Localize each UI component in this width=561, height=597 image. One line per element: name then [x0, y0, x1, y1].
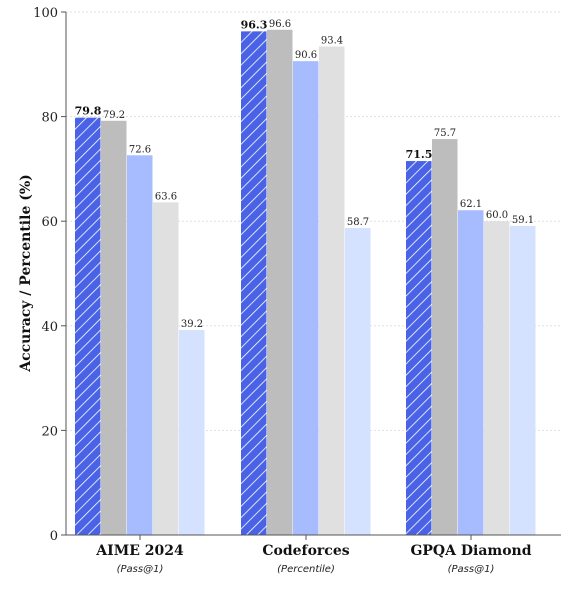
- bar: [127, 155, 153, 535]
- x-category-subtitle: (Percentile): [277, 564, 335, 575]
- bar: [267, 29, 293, 535]
- bar: [458, 210, 484, 536]
- bar-value-label: 79.8: [75, 105, 102, 118]
- y-axis-title: Accuracy / Percentile (%): [18, 174, 34, 373]
- bar-value-label: 71.5: [406, 148, 433, 161]
- bar-value-label: 60.0: [486, 210, 508, 221]
- bar-value-label: 39.2: [181, 319, 203, 330]
- bar: [153, 202, 179, 535]
- bar: [432, 139, 458, 536]
- bar: [319, 46, 345, 535]
- bar: [241, 31, 267, 535]
- axes: 0 20 40 60 80 100 AIME 2024 (Pass@1) Codeforces (…: [33, 6, 561, 575]
- bar-value-label: 62.1: [460, 199, 482, 210]
- x-category-label: Codeforces: [262, 543, 349, 559]
- bar: [101, 120, 127, 535]
- bar: [293, 61, 319, 536]
- bar-value-label: 96.6: [269, 19, 291, 30]
- y-tick-label: 80: [41, 111, 58, 126]
- bar-value-label: 59.1: [512, 215, 534, 226]
- bar-value-label: 79.2: [103, 110, 125, 121]
- y-tick-label: 60: [41, 215, 58, 230]
- bar: [179, 329, 205, 535]
- y-tick-label: 20: [41, 424, 58, 439]
- y-tick-label: 0: [50, 529, 58, 544]
- bar-value-label: 90.6: [295, 50, 317, 61]
- bar-value-label: 72.6: [129, 144, 151, 155]
- y-tick-label: 40: [41, 320, 58, 335]
- bar-value-label: 93.4: [321, 36, 343, 47]
- bar: [484, 221, 510, 535]
- bars: [75, 29, 536, 536]
- bar-value-label: 58.7: [347, 217, 369, 228]
- x-category-subtitle: (Pass@1): [117, 564, 164, 575]
- bar: [510, 225, 536, 536]
- x-category-label: GPQA Diamond: [410, 543, 531, 559]
- x-category-label: AIME 2024: [95, 543, 184, 559]
- bar-value-label: 96.3: [241, 18, 268, 31]
- x-category-subtitle: (Pass@1): [448, 564, 495, 575]
- bar-value-label: 75.7: [434, 128, 456, 139]
- bar-value-label: 63.6: [155, 191, 177, 202]
- data-labels: 79.8 79.2 72.6 63.6 39.2 96.3 96.6 90.6 93.4 58.7…: [75, 18, 535, 330]
- bar: [406, 161, 432, 535]
- y-tick-label: 100: [33, 6, 58, 21]
- bar: [75, 117, 101, 536]
- bar: [345, 227, 371, 535]
